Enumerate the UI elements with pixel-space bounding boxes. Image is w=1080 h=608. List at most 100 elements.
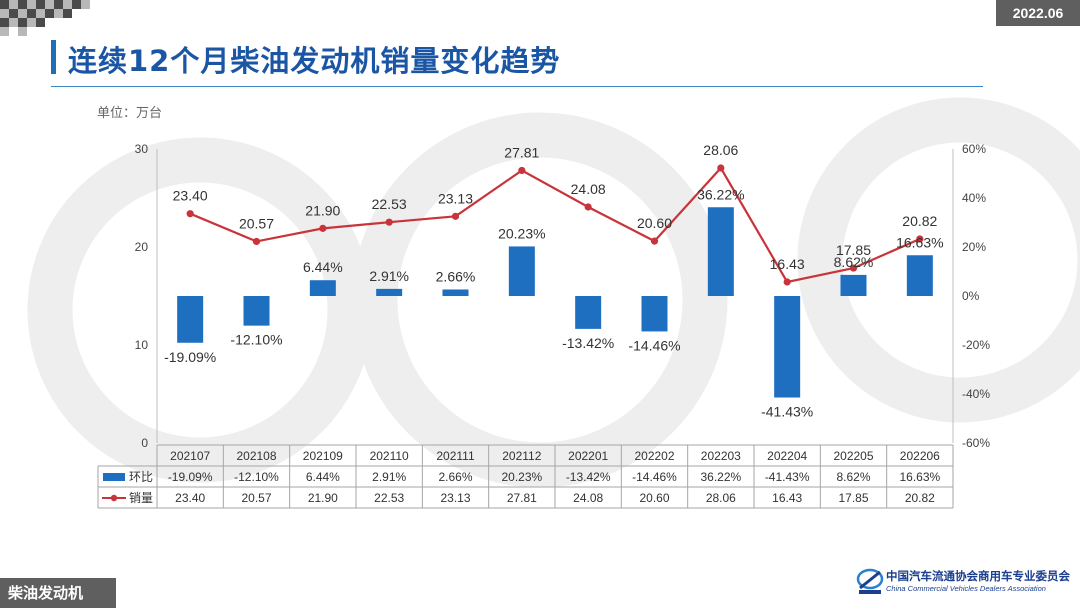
x-axis-category-label: 202108 — [236, 449, 276, 463]
table-mom-value: 16.63% — [899, 470, 940, 484]
x-axis-category-label: 202203 — [701, 449, 741, 463]
bar-mom-change — [707, 207, 734, 296]
line-data-label: 20.82 — [902, 213, 937, 229]
table-sales-value: 16.43 — [772, 491, 802, 505]
table-sales-value: 20.57 — [241, 491, 271, 505]
bar-mom-change — [840, 274, 867, 296]
table-mom-value: -19.09% — [168, 470, 213, 484]
table-mom-value: 2.66% — [438, 470, 472, 484]
bar-mom-change — [906, 255, 933, 296]
sales-point — [717, 164, 725, 172]
line-data-label: 27.81 — [504, 144, 539, 160]
right-axis-tick-label: 20% — [962, 240, 986, 254]
sales-point — [650, 237, 659, 245]
x-axis-category-label: 202204 — [767, 449, 807, 463]
line-data-label: 24.08 — [571, 181, 606, 197]
line-data-label: 28.06 — [703, 142, 738, 158]
sales-point — [186, 210, 194, 218]
bar-data-label: 6.44% — [303, 259, 343, 275]
table-mom-value: -14.46% — [632, 470, 677, 484]
bar-data-label: -12.10% — [230, 332, 282, 348]
bar-data-label: 2.91% — [369, 268, 409, 284]
logo-chinese-name: 中国汽车流通协会商用车专业委员会 — [886, 569, 1070, 583]
table-mom-value: 36.22% — [700, 470, 741, 484]
x-axis-category-label: 202110 — [370, 449, 409, 463]
bar-mom-change — [641, 296, 668, 332]
sales-point — [916, 235, 924, 243]
bar-mom-change — [309, 280, 336, 296]
table-sales-value: 28.06 — [706, 491, 736, 505]
x-axis-category-label: 202202 — [634, 449, 674, 463]
line-data-label: 22.53 — [372, 196, 407, 212]
bar-data-label: -19.09% — [164, 349, 216, 365]
bar-mom-change — [376, 288, 403, 296]
bar-data-label: -41.43% — [761, 404, 813, 420]
sales-point — [518, 166, 526, 175]
table-mom-value: 20.23% — [501, 470, 542, 484]
table-sales-value: 20.60 — [639, 491, 669, 505]
right-axis-tick-label: -20% — [962, 338, 990, 352]
bar-data-label: 36.22% — [697, 186, 744, 202]
bar-data-label: 8.62% — [834, 254, 874, 270]
bar-data-label: 20.23% — [498, 225, 545, 241]
table-sales-value: 22.53 — [374, 491, 404, 505]
corner-dot-pattern — [0, 0, 90, 36]
left-axis-tick-label: 20 — [135, 240, 149, 254]
right-axis-tick-label: -60% — [962, 436, 990, 450]
x-axis-category-label: 202111 — [436, 449, 475, 463]
table-sales-value: 21.90 — [308, 491, 338, 505]
right-axis-tick-label: -40% — [962, 387, 990, 401]
bar-data-label: -14.46% — [628, 337, 680, 353]
line-data-label: 23.40 — [173, 188, 208, 204]
association-logo: 中国汽车流通协会商用车专业委员会 China Commercial Vehicl… — [856, 566, 1071, 602]
sales-point — [451, 212, 460, 220]
line-data-label: 20.60 — [637, 215, 672, 231]
table-mom-value: 2.91% — [372, 470, 406, 484]
bar-mom-change — [442, 289, 469, 296]
bar-data-label: -13.42% — [562, 335, 614, 351]
bar-mom-change — [774, 296, 801, 398]
logo-mark-icon — [856, 568, 884, 594]
bar-mom-change — [575, 296, 602, 329]
sales-point — [584, 203, 592, 211]
table-mom-value: 6.44% — [306, 470, 340, 484]
section-tag: 柴油发动机 — [0, 578, 116, 608]
table-sales-value: 23.13 — [440, 491, 470, 505]
sales-point — [849, 264, 858, 272]
line-data-label: 16.43 — [770, 256, 805, 272]
bar-mom-change — [243, 296, 270, 326]
line-data-label: 20.57 — [239, 215, 274, 231]
page-title: 连续12个月柴油发动机销量变化趋势 — [68, 44, 561, 78]
sales-point — [252, 237, 261, 246]
x-axis-category-label: 202112 — [502, 449, 541, 463]
date-badge: 2022.06 — [996, 0, 1080, 26]
table-sales-value: 23.40 — [175, 491, 205, 505]
x-axis-category-label: 202107 — [170, 449, 210, 463]
left-axis-tick-label: 30 — [135, 142, 149, 156]
legend-line-label: 销量 — [129, 491, 153, 505]
bar-mom-change — [508, 246, 535, 296]
table-mom-value: -13.42% — [566, 470, 611, 484]
legend-bar-label: 环比 — [129, 470, 153, 484]
x-axis-category-label: 202206 — [900, 449, 940, 463]
legend-bar-swatch — [103, 473, 125, 481]
line-data-label: 21.90 — [305, 202, 340, 218]
x-axis-category-label: 202201 — [568, 449, 608, 463]
title-accent-bar — [51, 40, 56, 74]
table-mom-value: 8.62% — [836, 470, 870, 484]
table-sales-value: 27.81 — [507, 491, 537, 505]
right-axis-tick-label: 40% — [962, 191, 986, 205]
x-axis-category-label: 202205 — [833, 449, 873, 463]
bar-mom-change — [177, 296, 204, 343]
unit-label: 单位：万台 — [97, 106, 163, 121]
table-mom-value: -12.10% — [234, 470, 279, 484]
left-axis-tick-label: 10 — [135, 338, 149, 352]
table-sales-value: 20.82 — [905, 491, 935, 505]
logo-english-name: China Commercial Vehicles Dealers Associ… — [886, 584, 1046, 593]
x-axis-category-label: 202109 — [303, 449, 343, 463]
bar-data-label: 16.63% — [896, 234, 943, 250]
table-mom-value: -41.43% — [765, 470, 810, 484]
sales-point — [385, 218, 393, 226]
table-sales-value: 24.08 — [573, 491, 603, 505]
line-data-label: 17.85 — [836, 242, 871, 258]
